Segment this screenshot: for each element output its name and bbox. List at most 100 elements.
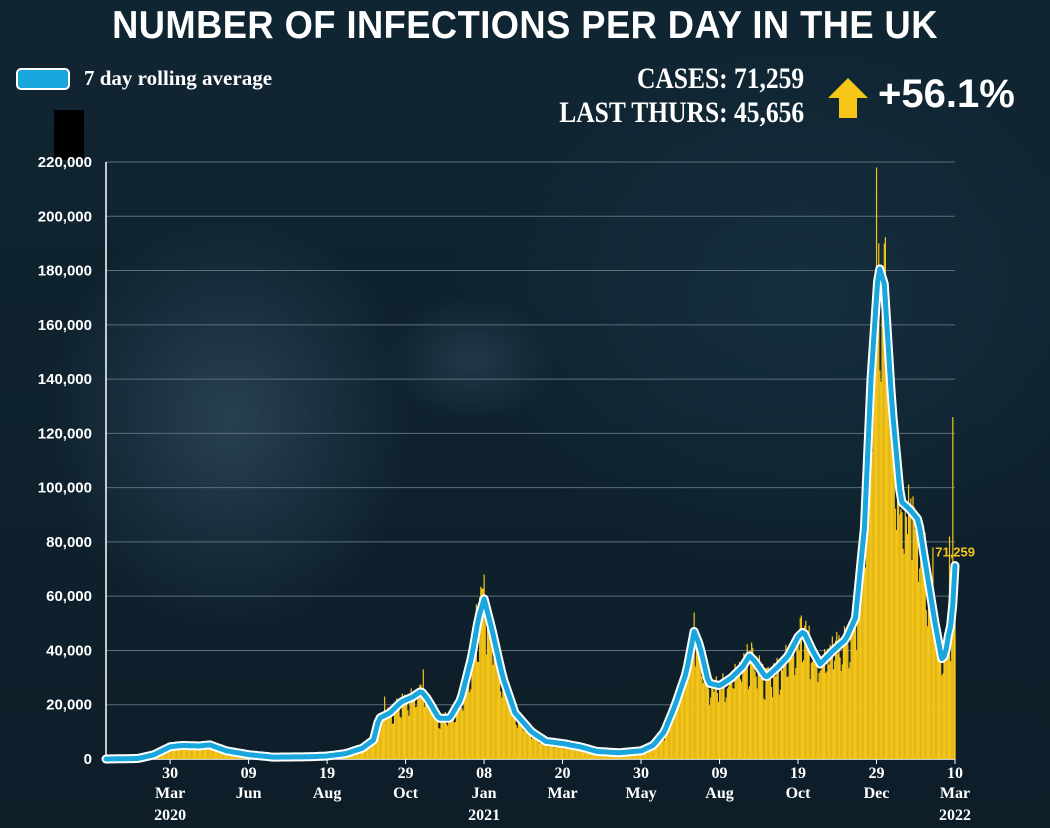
last-thurs-value: 45,656 <box>733 96 804 129</box>
daily-bar <box>420 685 422 759</box>
daily-bar <box>757 660 759 759</box>
x-tick-month: Mar <box>547 785 577 802</box>
daily-bar <box>842 644 844 759</box>
daily-bar <box>449 722 451 759</box>
daily-bar <box>185 746 187 759</box>
daily-bar <box>883 243 885 759</box>
daily-bar <box>589 750 591 759</box>
daily-bar <box>670 727 672 759</box>
daily-bar <box>704 662 706 759</box>
x-tick-month: Oct <box>393 785 419 802</box>
daily-bar <box>584 746 586 759</box>
daily-bar <box>171 744 173 759</box>
daily-bar <box>678 703 680 759</box>
daily-bar <box>713 691 715 759</box>
daily-bar <box>780 657 783 759</box>
daily-bar <box>209 746 211 759</box>
daily-bar <box>385 719 387 759</box>
daily-bar <box>922 560 924 759</box>
daily-bar <box>650 744 652 759</box>
daily-bar <box>448 717 450 759</box>
daily-bar <box>577 748 579 759</box>
y-tick-label: 20,000 <box>46 697 92 714</box>
latest-value-label: 71,259 <box>935 545 975 560</box>
daily-bar <box>403 694 406 759</box>
daily-bar <box>578 748 580 759</box>
daily-bar <box>370 743 372 759</box>
daily-bar <box>594 752 596 759</box>
daily-bar <box>775 676 777 759</box>
daily-bar <box>781 670 784 759</box>
daily-bar <box>381 719 384 759</box>
daily-bar <box>372 737 375 759</box>
daily-bar <box>819 670 821 759</box>
last-thurs-label: LAST THURS: <box>559 96 728 129</box>
daily-bar <box>491 630 493 759</box>
daily-bar <box>818 672 820 759</box>
daily-bar <box>354 752 356 759</box>
daily-bar <box>423 706 426 759</box>
daily-bar <box>541 738 543 759</box>
daily-bar <box>358 750 360 759</box>
daily-bar <box>701 676 703 759</box>
daily-bar <box>864 567 867 759</box>
y-tick-label: 140,000 <box>38 371 92 388</box>
daily-bar <box>379 714 381 759</box>
daily-bar <box>933 630 935 759</box>
daily-bar <box>739 679 742 759</box>
daily-bar <box>378 720 380 759</box>
daily-bar <box>389 713 391 759</box>
daily-bar <box>368 746 370 759</box>
daily-bar <box>898 468 900 759</box>
daily-bar <box>201 744 203 759</box>
daily-bar <box>456 702 459 759</box>
daily-bar <box>651 746 653 759</box>
daily-bar <box>464 680 466 759</box>
daily-bar <box>662 735 664 759</box>
y-tick-label: 120,000 <box>38 425 92 442</box>
rolling-average-line <box>101 264 960 764</box>
daily-bar <box>814 663 816 759</box>
daily-bar <box>173 746 176 759</box>
daily-bar <box>889 398 891 759</box>
daily-bar <box>668 715 670 759</box>
daily-bar <box>642 750 644 759</box>
daily-bar <box>768 673 770 759</box>
daily-bar <box>503 688 505 759</box>
daily-bar <box>570 747 573 759</box>
daily-bar <box>453 722 455 759</box>
daily-bar <box>215 748 218 759</box>
daily-bar <box>815 651 817 759</box>
daily-bar <box>211 745 213 759</box>
daily-bar <box>484 620 486 759</box>
daily-bar <box>476 661 479 759</box>
daily-bar <box>421 690 423 759</box>
daily-bar <box>853 608 856 759</box>
daily-bar <box>360 750 363 759</box>
daily-bar <box>882 270 884 759</box>
daily-bar <box>825 673 827 759</box>
daily-bar <box>888 394 890 759</box>
daily-bar <box>527 728 529 759</box>
daily-bar <box>523 730 525 759</box>
daily-bar <box>534 732 536 759</box>
daily-bar <box>649 745 651 759</box>
daily-bar <box>696 648 699 759</box>
daily-bar <box>727 686 730 759</box>
daily-bar <box>756 688 758 759</box>
daily-bar <box>660 736 662 759</box>
x-axis: 30 Mar 2020 09 Jun 19 Aug 29 Oct 08 Jan 2021 20 Mar 30… <box>154 759 971 824</box>
daily-bar <box>507 706 510 759</box>
daily-bar <box>519 719 522 759</box>
x-tick-year: 2020 <box>154 807 186 824</box>
daily-bar <box>580 747 582 759</box>
daily-bar <box>786 676 788 759</box>
daily-bar <box>942 673 944 759</box>
daily-bar <box>517 717 519 759</box>
daily-bar <box>522 717 524 759</box>
daily-bar <box>953 589 955 759</box>
daily-bar <box>521 721 523 759</box>
daily-bar <box>658 738 660 759</box>
daily-bar <box>222 751 224 759</box>
daily-bar <box>444 712 447 759</box>
